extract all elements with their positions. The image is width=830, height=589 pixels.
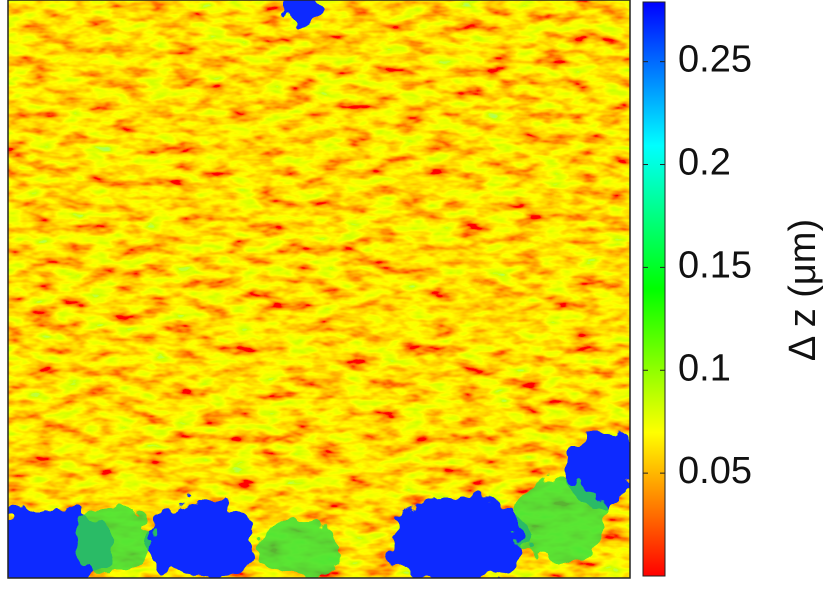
colorbar-tick-label: 0.1 — [678, 347, 731, 389]
green-regions — [70, 480, 605, 578]
heatmap-field — [8, 0, 630, 578]
colorbar-tick-label: 0.05 — [678, 450, 752, 492]
colorbar — [642, 1, 666, 577]
heatmap-image — [8, 0, 630, 578]
colorbar-tick-label: 0.25 — [678, 39, 752, 81]
colorbar-label: Δ z (μm) — [782, 219, 824, 361]
image-frame — [7, 0, 631, 579]
colorbar-tick-label: 0.2 — [678, 142, 731, 184]
colorbar-tick-label: 0.15 — [678, 244, 752, 286]
